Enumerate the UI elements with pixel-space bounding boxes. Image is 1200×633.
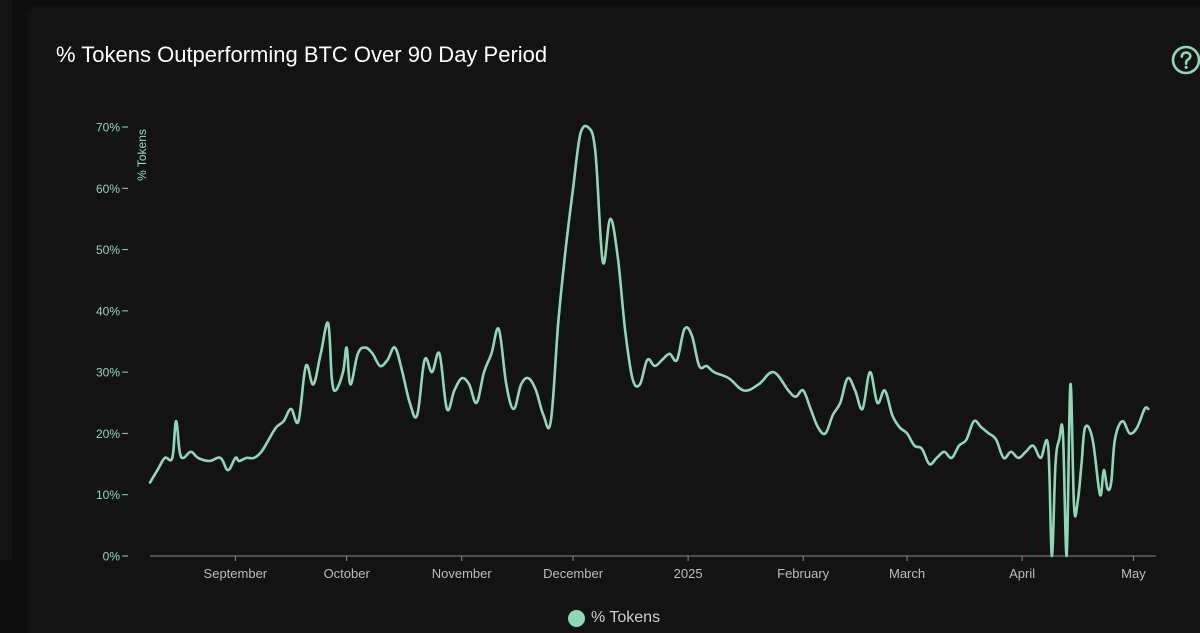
x-axis: September October November December 2025 Febr… <box>150 555 1156 581</box>
series-line-tokens <box>148 124 1150 558</box>
legend-label: % Tokens <box>591 609 661 626</box>
y-tick-label: 20% <box>96 427 120 441</box>
y-tick-label: 60% <box>96 182 120 196</box>
legend-swatch <box>568 609 585 627</box>
x-tick-label: October <box>324 566 371 581</box>
y-tick-label: 40% <box>96 304 120 318</box>
y-axis-title: % Tokens <box>135 129 149 181</box>
legend-item-tokens[interactable]: % Tokens <box>568 609 660 627</box>
chart-card: % Tokens Outperforming BTC Over 90 Day P… <box>28 6 1200 633</box>
x-tick-label: November <box>432 566 493 581</box>
y-tick-label: 50% <box>96 243 120 257</box>
x-tick-label: March <box>889 566 925 581</box>
x-tick-label: 2025 <box>674 566 703 581</box>
left-panel-edge <box>0 0 12 560</box>
x-tick-label: September <box>204 566 268 581</box>
chart-title: % Tokens Outperforming BTC Over 90 Day P… <box>56 42 548 67</box>
y-tick-label: 30% <box>96 366 120 380</box>
x-tick-label: April <box>1009 566 1035 581</box>
x-tick-label: February <box>777 566 830 581</box>
x-tick-label: December <box>543 566 604 581</box>
y-tick-label: 10% <box>96 488 120 502</box>
y-tick-label: 70% <box>96 121 120 135</box>
y-axis: 0% 10% 20% 30% 40% 50% 60% 70% <box>96 121 128 564</box>
y-tick-label: 0% <box>103 550 121 564</box>
question-circle-icon[interactable] <box>1171 45 1200 75</box>
x-tick-label: May <box>1121 566 1146 581</box>
